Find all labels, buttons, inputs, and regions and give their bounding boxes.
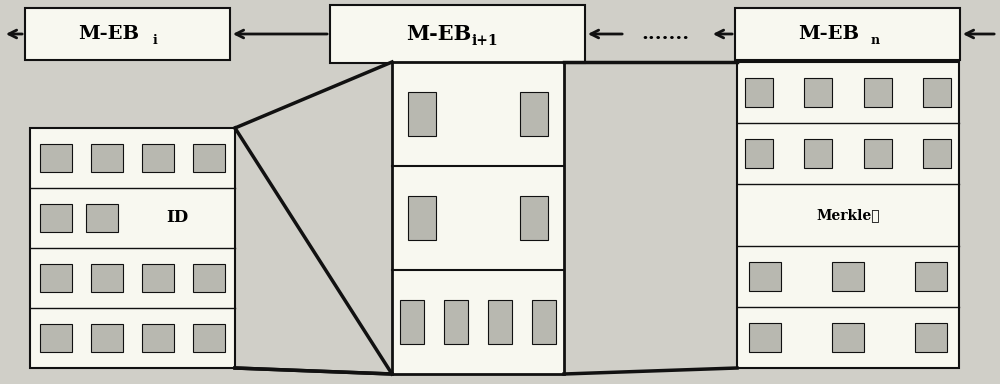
- Bar: [520, 92, 548, 136]
- Bar: [864, 78, 892, 107]
- Bar: [488, 300, 512, 344]
- Bar: [915, 323, 947, 352]
- Bar: [193, 144, 225, 172]
- Bar: [142, 263, 174, 292]
- Bar: [40, 144, 72, 172]
- Bar: [832, 262, 864, 291]
- Bar: [804, 139, 832, 169]
- Bar: [25, 8, 230, 60]
- Bar: [193, 263, 225, 292]
- Bar: [142, 324, 174, 353]
- Text: n: n: [870, 35, 880, 48]
- Bar: [745, 78, 773, 107]
- Bar: [400, 300, 424, 344]
- Bar: [737, 62, 959, 368]
- Bar: [392, 62, 564, 374]
- Bar: [40, 204, 72, 232]
- Bar: [745, 139, 773, 169]
- Bar: [520, 196, 548, 240]
- Bar: [193, 324, 225, 353]
- Text: .......: .......: [641, 25, 689, 43]
- Bar: [444, 300, 468, 344]
- Bar: [749, 323, 781, 352]
- Bar: [91, 144, 123, 172]
- Bar: [40, 324, 72, 353]
- Bar: [832, 323, 864, 352]
- Bar: [923, 78, 951, 107]
- Text: M-EB: M-EB: [798, 25, 860, 43]
- Bar: [864, 139, 892, 169]
- Text: i: i: [153, 35, 157, 48]
- Bar: [40, 263, 72, 292]
- Bar: [86, 204, 118, 232]
- Text: M-EB: M-EB: [406, 24, 472, 44]
- Bar: [91, 263, 123, 292]
- Bar: [915, 262, 947, 291]
- Bar: [142, 144, 174, 172]
- Bar: [804, 78, 832, 107]
- Text: Merkle树: Merkle树: [816, 208, 880, 222]
- Bar: [408, 196, 436, 240]
- Text: M-EB: M-EB: [78, 25, 140, 43]
- Bar: [532, 300, 556, 344]
- Bar: [749, 262, 781, 291]
- Bar: [91, 324, 123, 353]
- Text: i+1: i+1: [472, 34, 498, 48]
- Bar: [923, 139, 951, 169]
- Bar: [735, 8, 960, 60]
- Bar: [408, 92, 436, 136]
- Text: ID: ID: [166, 210, 189, 227]
- Bar: [330, 5, 585, 63]
- Bar: [30, 128, 235, 368]
